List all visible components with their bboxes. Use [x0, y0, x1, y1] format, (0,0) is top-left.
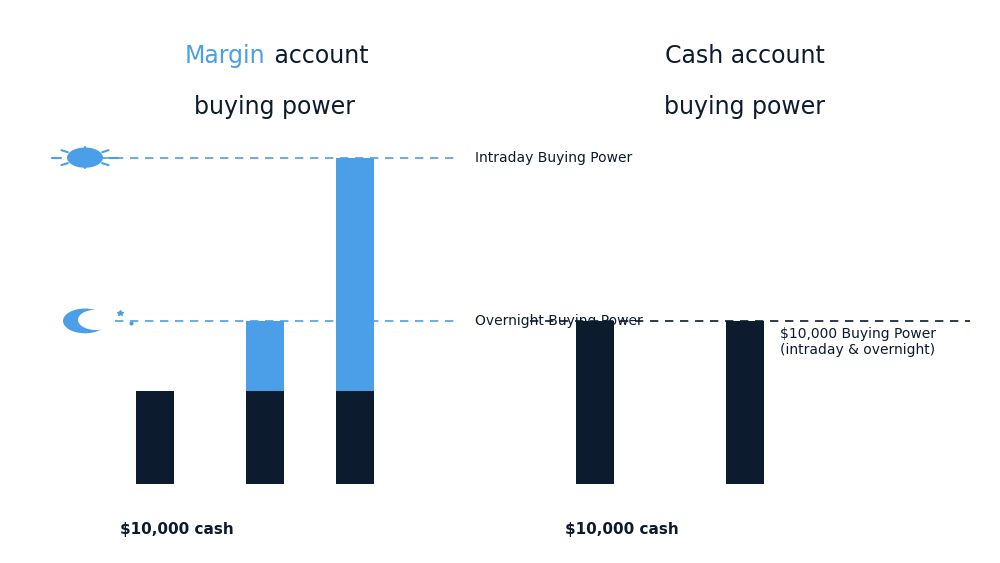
- Text: Cash account: Cash account: [665, 44, 825, 68]
- Text: buying power: buying power: [664, 95, 826, 119]
- Text: account: account: [267, 44, 369, 68]
- Bar: [136, 391, 174, 484]
- Circle shape: [78, 310, 114, 330]
- Circle shape: [63, 309, 107, 333]
- Text: Intraday Buying Power: Intraday Buying Power: [475, 151, 632, 164]
- Bar: [726, 321, 764, 484]
- Text: Overnight Buying Power: Overnight Buying Power: [475, 314, 643, 328]
- Circle shape: [67, 148, 103, 168]
- Bar: [336, 391, 374, 484]
- Bar: [246, 321, 284, 391]
- Bar: [576, 321, 614, 484]
- Text: $10,000 cash: $10,000 cash: [565, 522, 679, 537]
- Text: $10,000 cash: $10,000 cash: [120, 522, 234, 537]
- Text: Margin: Margin: [184, 44, 265, 68]
- Text: $10,000 Buying Power
(intraday & overnight): $10,000 Buying Power (intraday & overnig…: [780, 327, 936, 357]
- Bar: [336, 158, 374, 391]
- Bar: [246, 391, 284, 484]
- Text: buying power: buying power: [194, 95, 356, 119]
